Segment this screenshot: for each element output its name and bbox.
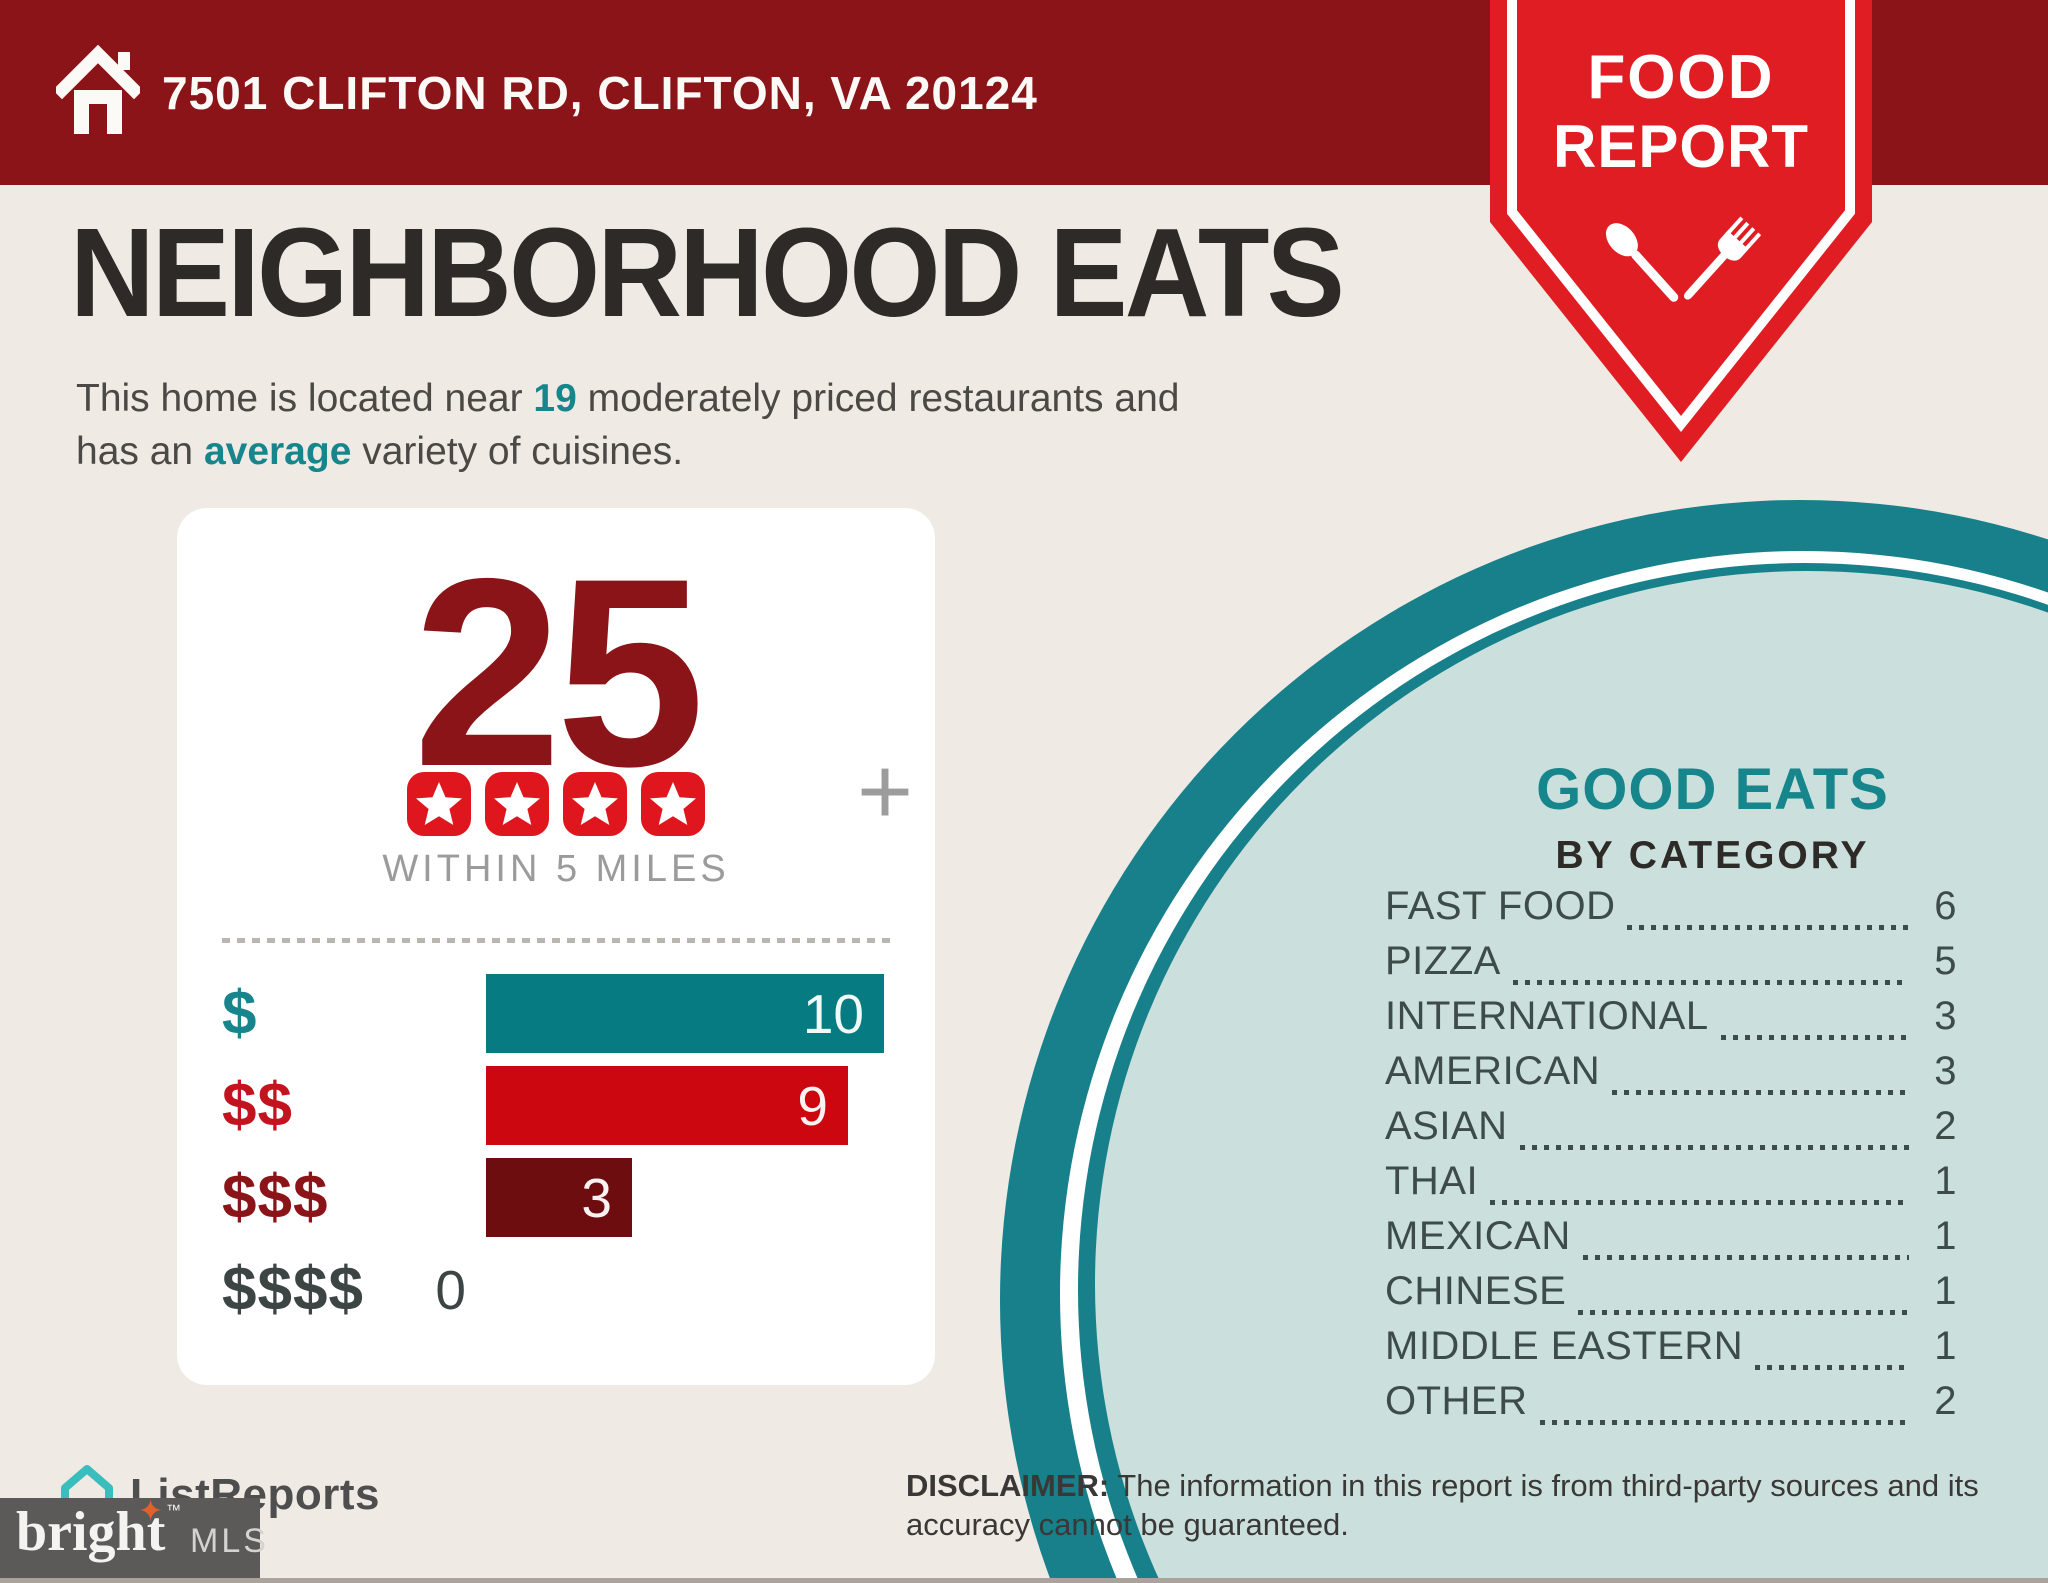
- category-count: 1: [1934, 1324, 1957, 1368]
- category-row: OTHER 2: [1385, 1379, 1957, 1434]
- category-row: FAST FOOD 6: [1385, 884, 1957, 939]
- star-icon: [563, 772, 627, 836]
- category-count: 5: [1934, 939, 1957, 983]
- category-label: FAST FOOD: [1385, 884, 1616, 928]
- bar-track: 3: [486, 1158, 894, 1237]
- category-label: INTERNATIONAL: [1385, 994, 1709, 1038]
- bright-star-icon: ✦: [138, 1495, 164, 1528]
- bar-fill: 10: [486, 974, 884, 1053]
- dotted-leader: [1720, 1035, 1909, 1040]
- category-row: PIZZA 5: [1385, 939, 1957, 994]
- category-count: 3: [1934, 1049, 1957, 1093]
- mls-wordmark: MLS: [190, 1522, 269, 1560]
- price-level-label: $$$$: [222, 1255, 364, 1324]
- dotted-leader: [1490, 1200, 1909, 1205]
- category-count: 2: [1934, 1379, 1957, 1423]
- bar-value: 0: [435, 1258, 466, 1321]
- category-count: 2: [1934, 1104, 1957, 1148]
- disclaimer: DISCLAIMER: The information in this repo…: [906, 1466, 1986, 1544]
- disclaimer-label: DISCLAIMER:: [906, 1468, 1110, 1503]
- price-level-row: $$ 9: [222, 1066, 894, 1145]
- radius-label: WITHIN 5 MILES: [382, 848, 730, 890]
- bar-value: 9: [797, 1074, 828, 1137]
- category-label: MEXICAN: [1385, 1214, 1571, 1258]
- price-level-label: $: [222, 979, 258, 1048]
- subtitle-text: has an: [76, 430, 204, 473]
- bar-fill: 3: [486, 1158, 632, 1237]
- price-level-row: $$$ 3: [222, 1158, 894, 1237]
- category-count: 6: [1934, 884, 1957, 928]
- subtitle-text: This home is located near: [76, 377, 534, 420]
- category-list: FAST FOOD 6 PIZZA 5 INTERNATIONAL 3 AMER…: [1385, 884, 1957, 1434]
- dotted-leader: [1512, 980, 1909, 985]
- dotted-leader: [1578, 1310, 1909, 1315]
- category-row: AMERICAN 3: [1385, 1049, 1957, 1104]
- price-level-label: $$$: [222, 1163, 329, 1232]
- category-count: 3: [1934, 994, 1957, 1038]
- category-label: PIZZA: [1385, 939, 1501, 983]
- category-label: OTHER: [1385, 1379, 1528, 1423]
- bar-value: 3: [581, 1166, 612, 1229]
- bar-track: 10: [486, 974, 894, 1053]
- trademark-symbol: ™: [166, 1502, 181, 1519]
- page-subtitle: This home is located near 19 moderately …: [76, 372, 1226, 478]
- bottom-border: [0, 1578, 2048, 1583]
- ribbon-shape: [1490, 0, 1872, 462]
- dotted-leader: [1627, 925, 1909, 930]
- home-icon: [56, 44, 140, 134]
- price-level-row: $ 10: [222, 974, 894, 1053]
- dotted-leader: [1755, 1365, 1909, 1370]
- dotted-leader: [1539, 1420, 1909, 1425]
- dashed-divider: [222, 938, 894, 943]
- subtitle-text: moderately priced restaurants and: [576, 377, 1180, 420]
- category-row: MIDDLE EASTERN 1: [1385, 1324, 1957, 1379]
- category-row: ASIAN 2: [1385, 1104, 1957, 1159]
- category-label: THAI: [1385, 1159, 1479, 1203]
- price-level-row: $$$$ 0: [222, 1250, 894, 1329]
- dotted-leader: [1519, 1145, 1909, 1150]
- category-count: 1: [1934, 1159, 1957, 1203]
- restaurant-total-count: 25: [412, 522, 705, 822]
- category-label: CHINESE: [1385, 1269, 1567, 1313]
- category-row: CHINESE 1: [1385, 1269, 1957, 1324]
- category-row: THAI 1: [1385, 1159, 1957, 1214]
- page-title: NEIGHBORHOOD EATS: [70, 202, 1345, 343]
- bar-fill: 9: [486, 1066, 848, 1145]
- category-label: ASIAN: [1385, 1104, 1508, 1148]
- restaurant-count-highlight: 19: [533, 377, 577, 420]
- subtitle-text: variety of cuisines.: [351, 430, 684, 473]
- bar-track: 0: [435, 1250, 894, 1329]
- bar-value: 10: [802, 982, 864, 1045]
- category-count: 1: [1934, 1269, 1957, 1313]
- price-level-label: $$: [222, 1071, 293, 1140]
- property-address: 7501 CLIFTON RD, CLIFTON, VA 20124: [162, 66, 1038, 119]
- bar-track: 9: [486, 1066, 894, 1145]
- plus-sign: +: [857, 738, 914, 845]
- spoon-fork-icon: [1605, 216, 1762, 302]
- star-rating: [177, 772, 935, 836]
- variety-highlight: average: [203, 430, 352, 473]
- star-icon: [485, 772, 549, 836]
- bright-mls-logo: bright ✦ ™ MLS: [0, 1495, 266, 1583]
- dotted-leader: [1612, 1090, 1909, 1095]
- ribbon-title-line1: FOOD: [1587, 43, 1775, 112]
- good-eats-subtitle: BY CATEGORY: [1555, 834, 1870, 877]
- food-report-ribbon: FOOD REPORT: [1482, 0, 1880, 480]
- category-label: MIDDLE EASTERN: [1385, 1324, 1744, 1368]
- category-row: INTERNATIONAL 3: [1385, 994, 1957, 1049]
- star-icon: [641, 772, 705, 836]
- category-count: 1: [1934, 1214, 1957, 1258]
- star-icon: [407, 772, 471, 836]
- price-level-bar-chart: $ 10 $$ 9: [222, 974, 894, 1329]
- ribbon-title-line2: REPORT: [1552, 113, 1810, 180]
- dotted-leader: [1582, 1255, 1909, 1260]
- bright-wordmark: bright: [16, 1501, 166, 1563]
- category-label: AMERICAN: [1385, 1049, 1601, 1093]
- disclaimer-text: The information in this report is from t…: [906, 1468, 1979, 1542]
- restaurant-summary-card: 25: [177, 508, 935, 1385]
- category-row: MEXICAN 1: [1385, 1214, 1957, 1269]
- good-eats-title: GOOD EATS: [1536, 757, 1889, 822]
